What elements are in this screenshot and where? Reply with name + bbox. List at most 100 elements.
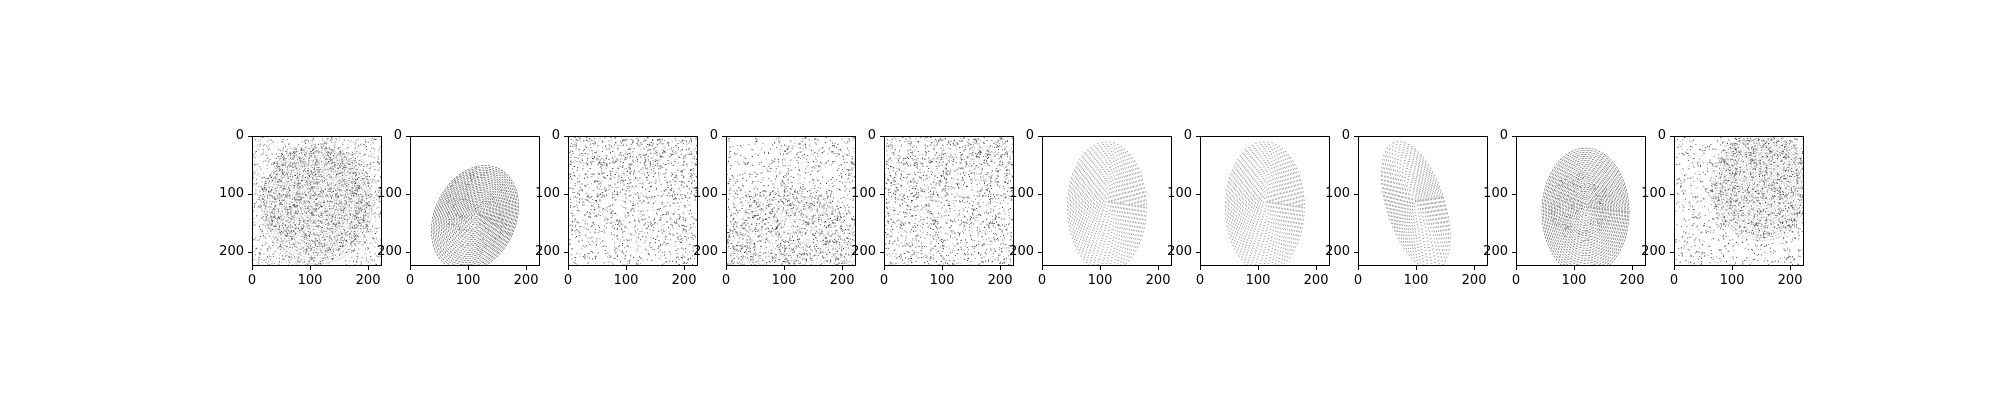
image-panel: 0 0 100 100 200 200 [693,129,856,288]
image-panel: 0 0 100 100 200 200 [1641,129,1804,288]
y-tick [1354,194,1358,196]
y-tick-label: 0 [552,129,560,143]
y-tick-label: 100 [535,187,560,201]
x-tick-label: 100 [1088,274,1113,288]
x-tick-label: 0 [248,274,256,288]
y-tick-label: 200 [1167,245,1192,259]
x-tick [726,266,727,270]
y-tick-label: 100 [1641,187,1666,201]
image-panel: 0 0 100 100 200 200 [535,129,698,288]
y-tick [1354,136,1358,137]
y-tick-label: 200 [1325,245,1350,259]
x-tick-label: 100 [1720,274,1745,288]
fingerprint-texture [1380,141,1451,265]
x-tick-label: 0 [1038,274,1046,288]
x-tick [468,266,470,270]
fingerprint-texture [885,137,1013,265]
fingerprint-texture [1225,141,1305,265]
y-tick [880,194,884,196]
x-tick [368,266,370,270]
x-tick [884,266,885,270]
y-tick-label: 100 [1483,187,1508,201]
y-tick-label: 0 [710,129,718,143]
y-tick [564,136,568,137]
fingerprint-image [1516,136,1646,266]
fingerprint-texture [1067,141,1147,265]
x-tick-label: 0 [406,274,414,288]
y-tick [248,252,252,254]
x-tick [1416,266,1418,270]
x-tick [684,266,686,270]
y-tick-label: 0 [1500,129,1508,143]
y-tick [248,194,252,196]
x-tick [1316,266,1318,270]
y-tick [1038,252,1042,254]
x-tick [784,266,786,270]
x-tick [1200,266,1201,270]
x-tick [1790,266,1792,270]
y-tick-label: 200 [693,245,718,259]
y-tick [406,194,410,196]
x-tick [1042,266,1043,270]
x-tick-label: 200 [988,274,1013,288]
y-tick-label: 100 [1009,187,1034,201]
image-panel: 0 0 100 100 200 200 [1009,129,1172,288]
y-tick-label: 100 [851,187,876,201]
y-tick-label: 0 [1342,129,1350,143]
x-tick [1000,266,1002,270]
fingerprint-image [1358,136,1488,266]
y-tick [722,252,726,254]
x-tick-label: 200 [1620,274,1645,288]
x-tick-label: 100 [298,274,323,288]
y-tick [880,252,884,254]
fingerprint-image [1200,136,1330,266]
fingerprint-texture [727,137,855,265]
x-tick-label: 0 [722,274,730,288]
y-tick-label: 200 [851,245,876,259]
y-tick [1512,252,1516,254]
x-tick-label: 200 [830,274,855,288]
y-tick-label: 200 [535,245,560,259]
y-tick [1038,194,1042,196]
x-tick-label: 100 [1246,274,1271,288]
x-tick-label: 0 [1354,274,1362,288]
x-tick-label: 200 [514,274,539,288]
y-tick [1670,252,1674,254]
y-tick-label: 0 [236,129,244,143]
x-tick [410,266,411,270]
image-panel: 0 0 100 100 200 200 [377,129,540,288]
x-tick [1358,266,1359,270]
y-tick [1038,136,1042,137]
y-tick-label: 200 [1483,245,1508,259]
x-tick [1732,266,1734,270]
y-tick-label: 100 [1167,187,1192,201]
x-tick-label: 0 [1196,274,1204,288]
fingerprint-image [252,136,382,266]
y-tick [1196,252,1200,254]
x-tick-label: 100 [1562,274,1587,288]
x-tick-label: 200 [1146,274,1171,288]
x-tick-label: 200 [1304,274,1329,288]
fingerprint-image [1042,136,1172,266]
y-tick-label: 0 [1184,129,1192,143]
x-tick-label: 200 [672,274,697,288]
image-panel: 0 0 100 100 200 200 [851,129,1014,288]
x-tick [1632,266,1634,270]
fingerprint-texture [1541,147,1630,265]
x-tick-label: 0 [1512,274,1520,288]
y-tick [406,136,410,137]
y-tick [722,136,726,137]
x-tick-label: 100 [772,274,797,288]
y-tick [1670,194,1674,196]
fingerprint-image [726,136,856,266]
x-tick-label: 0 [564,274,572,288]
x-tick-label: 100 [1404,274,1429,288]
x-tick-label: 0 [880,274,888,288]
y-tick [880,136,884,137]
fingerprint-texture [431,165,519,265]
y-tick [406,252,410,254]
y-tick-label: 100 [219,187,244,201]
fingerprint-image [1674,136,1804,266]
y-tick-label: 0 [1026,129,1034,143]
y-tick [1196,194,1200,196]
